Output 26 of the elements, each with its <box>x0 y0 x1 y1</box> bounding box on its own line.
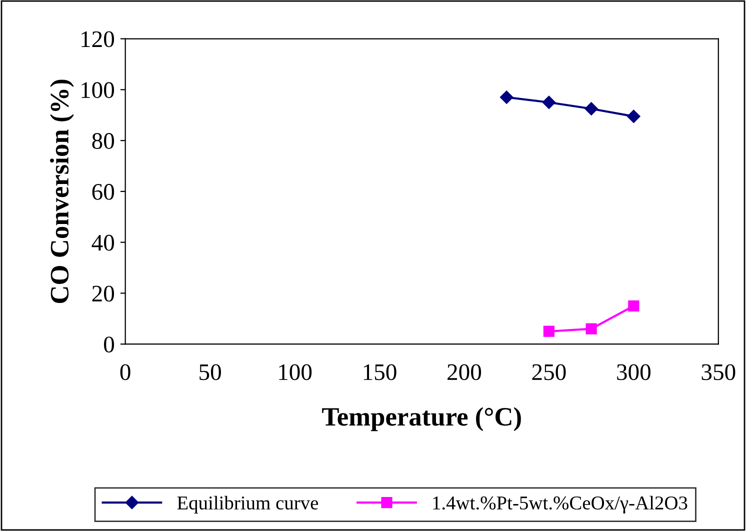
y-tick-label: 0 <box>104 336 114 353</box>
x-tick-label: 250 <box>532 364 566 380</box>
point <box>500 90 514 104</box>
x-tick-label: 200 <box>448 364 482 380</box>
y-tick-label: 80 <box>92 133 114 149</box>
legend-label: 1.4wt.%Pt-5wt.%CeOx/γ-Al2O3 <box>433 496 688 514</box>
legend-label: Equilibrium curve <box>177 496 318 514</box>
x-tick-label: 100 <box>279 364 312 380</box>
point <box>586 323 597 334</box>
y-tick-label: 40 <box>92 234 114 251</box>
x-tick-label: 300 <box>617 364 650 380</box>
x-tick-label: 0 <box>120 364 130 380</box>
x-axis-title: Temperature (°C) <box>322 407 521 432</box>
x-tick-label: 150 <box>364 364 396 380</box>
y-axis-title: CO Conversion (%) <box>50 80 74 304</box>
x-tick-label: 350 <box>702 364 736 380</box>
point <box>628 300 640 312</box>
point <box>627 110 640 123</box>
point <box>542 96 556 109</box>
y-tick-label: 60 <box>92 184 114 200</box>
x-tick-label: 50 <box>200 364 221 380</box>
point <box>584 102 598 116</box>
y-tick-label: 120 <box>82 31 114 48</box>
y-tick-label: 100 <box>82 82 114 98</box>
y-tick-label: 20 <box>92 286 114 302</box>
point <box>543 326 555 337</box>
